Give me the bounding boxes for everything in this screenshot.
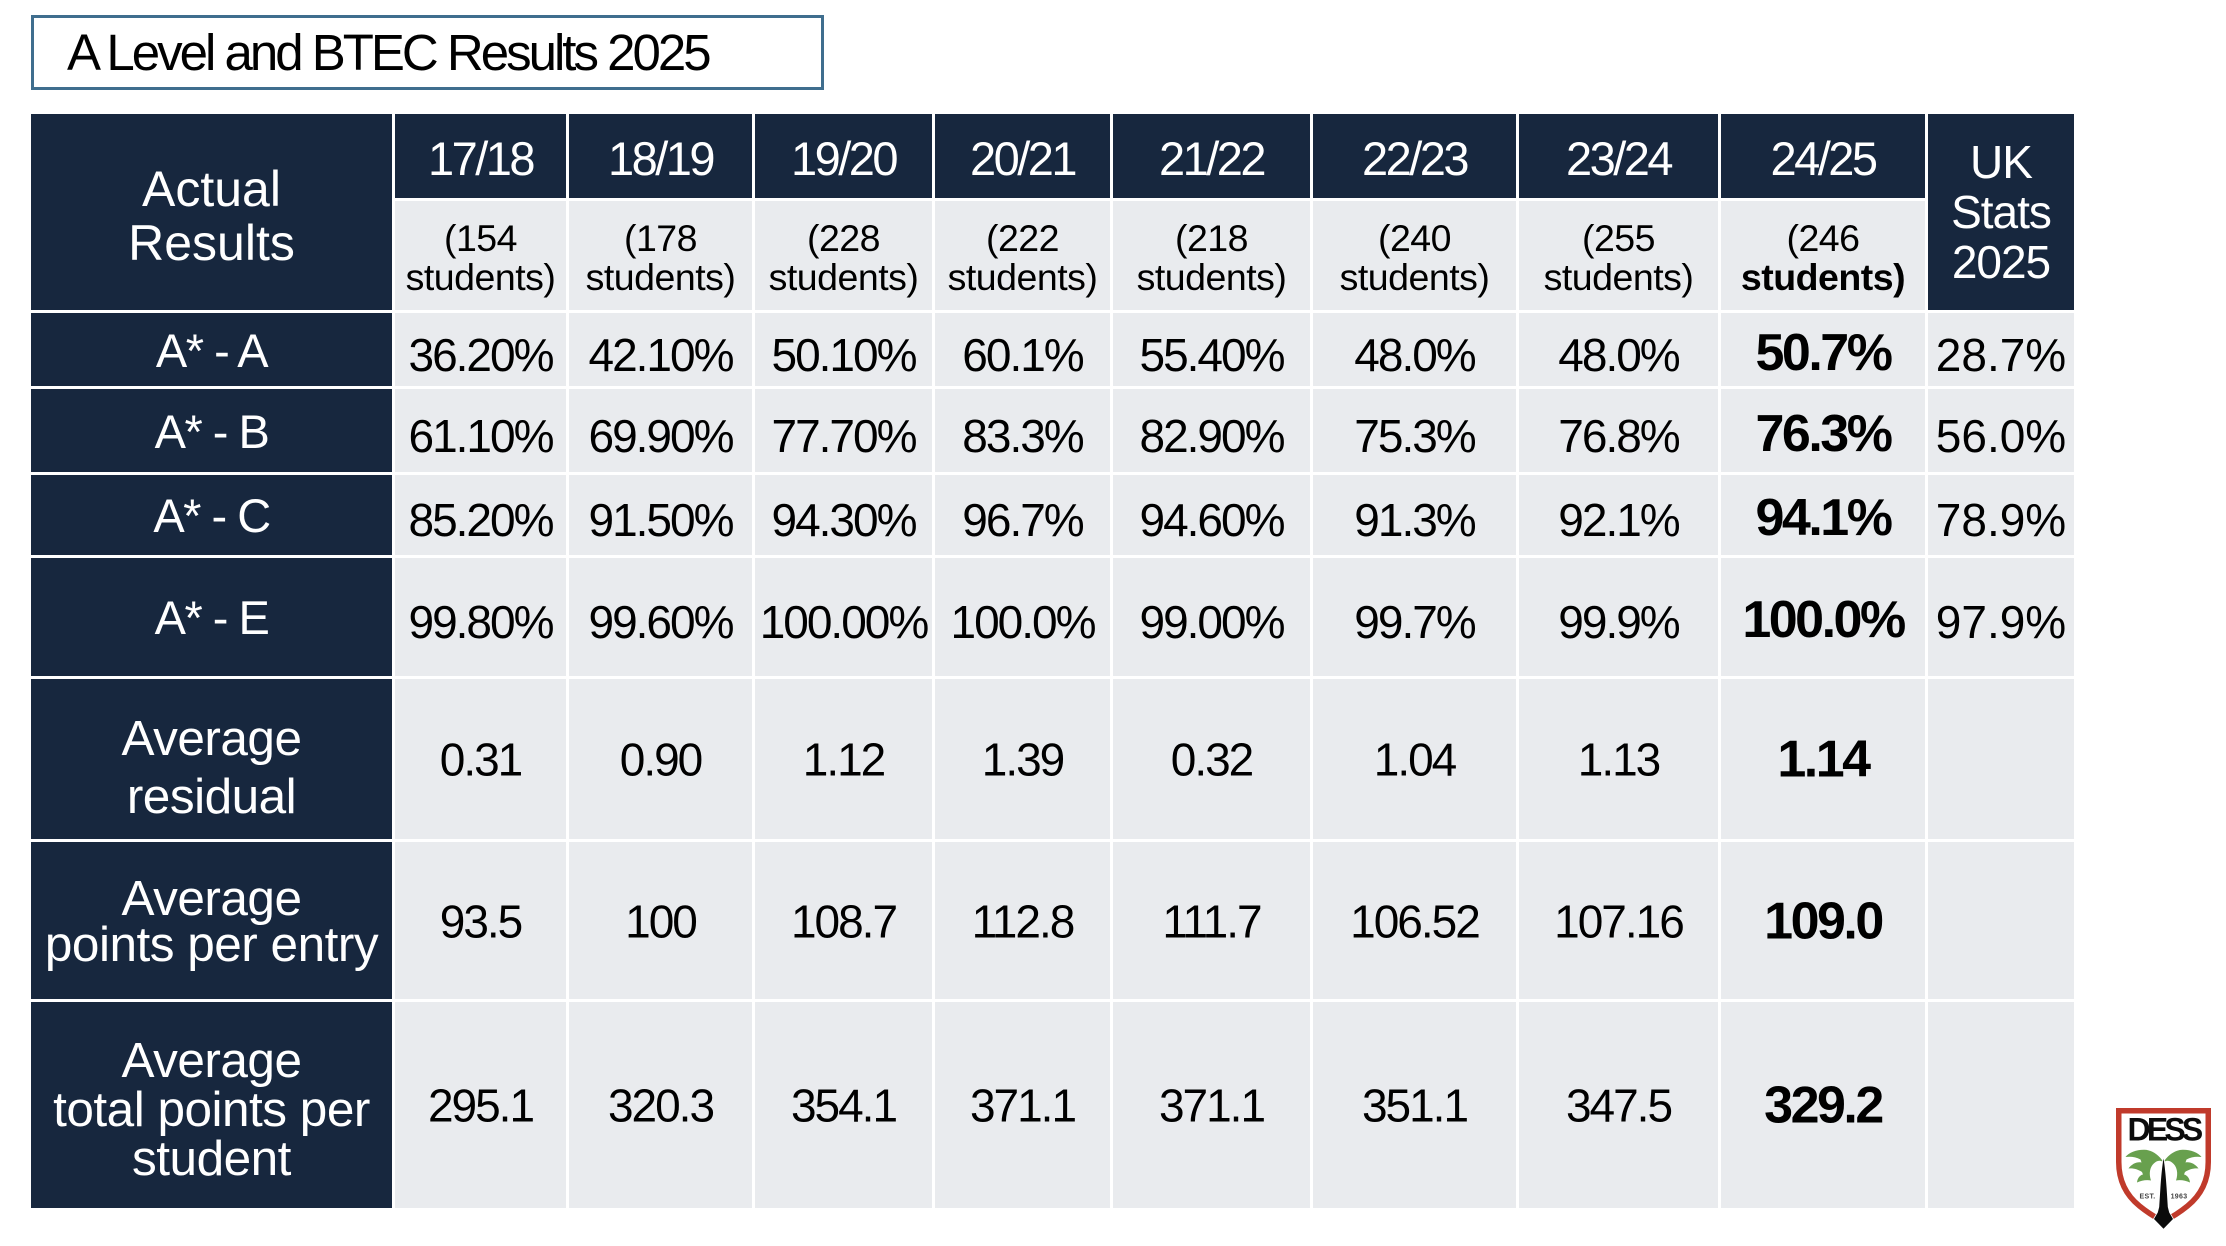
svg-text:EST.: EST. [2140, 1194, 2156, 1201]
svg-text:DESS: DESS [2128, 1112, 2203, 1148]
svg-text:1963: 1963 [2171, 1194, 2188, 1201]
